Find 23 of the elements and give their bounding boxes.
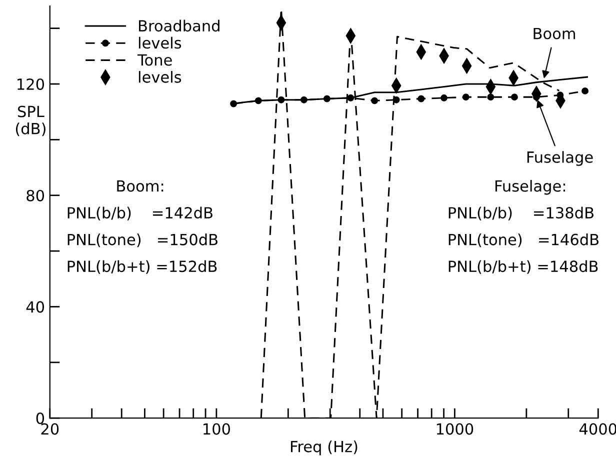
- annotation: Fuselage: [527, 151, 593, 166]
- annotation: PNL(tone) =146dB: [448, 234, 598, 248]
- x-tick-label: 100: [204, 423, 230, 435]
- legend-label: Broadband: [139, 20, 220, 32]
- y-tick-label: 80: [26, 190, 44, 202]
- legend-label: levels: [138, 36, 182, 49]
- x-tick-label: 20: [41, 423, 59, 435]
- y-tick-label: 0: [36, 412, 44, 424]
- annotation: Boom: [534, 28, 576, 40]
- legend-label: Tone: [137, 54, 172, 66]
- annotation: PNL(b/b) =138dB: [448, 206, 594, 220]
- annotation: Fuselage:: [495, 180, 566, 195]
- annotation: PNL(b/b) =142dB: [68, 206, 212, 220]
- y-tick-label: 120: [18, 78, 44, 90]
- legend-label: levels: [138, 71, 182, 83]
- annotation: PNL(b/b+t) =148dB: [448, 260, 598, 274]
- x-axis-title: Freq (Hz): [291, 440, 358, 456]
- annotation: PNL(b/b+t) =152dB: [68, 260, 217, 274]
- x-tick-label: 1000: [436, 423, 474, 435]
- y-tick-label: 40: [26, 301, 44, 313]
- y-axis-title: SPL (dB): [16, 106, 46, 136]
- annotation: Boom:: [117, 180, 164, 192]
- annotation: PNL(tone) =150dB: [68, 234, 218, 248]
